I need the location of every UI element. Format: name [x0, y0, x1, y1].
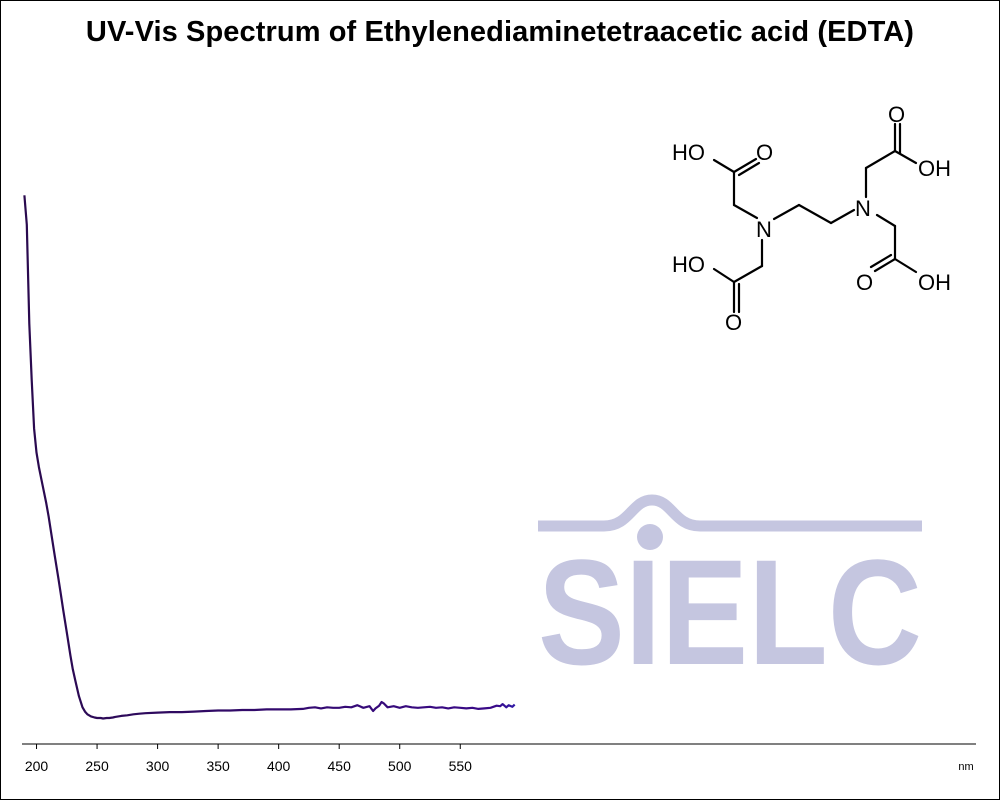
x-axis-unit-label: nm — [958, 761, 973, 773]
atom-oh-top-right: OH — [918, 156, 951, 181]
atom-n-left: N — [756, 217, 772, 242]
atom-oh-bottom-right: OH — [918, 270, 951, 295]
logo-text: SIELC — [538, 528, 922, 696]
chart-title: UV-Vis Spectrum of Ethylenediaminetetraa… — [85, 16, 915, 48]
x-tick-label-400: 400 — [267, 758, 291, 774]
sielc-logo: SIELC — [538, 494, 922, 696]
x-tick-label-350: 350 — [206, 758, 230, 774]
spectrum-line — [23, 195, 516, 720]
x-tick-label-550: 550 — [449, 758, 473, 774]
atom-n-right: N — [855, 196, 871, 221]
logo-i-dot — [637, 524, 663, 550]
atom-ho-bottom-left: HO — [672, 252, 705, 277]
molecule-atoms: HO O N HO O O OH N O OH — [672, 102, 951, 335]
x-tick-label-200: 200 — [25, 758, 49, 774]
atom-o-bottom-left: O — [725, 310, 742, 335]
molecule-structure — [712, 122, 918, 314]
x-tick-label-500: 500 — [388, 758, 412, 774]
x-tick-label-250: 250 — [85, 758, 109, 774]
x-tick-label-450: 450 — [328, 758, 352, 774]
atom-o-top-left: O — [756, 140, 773, 165]
atom-ho-top-left: HO — [672, 140, 705, 165]
atom-o-top-right: O — [888, 102, 905, 127]
x-tick-label-300: 300 — [146, 758, 170, 774]
x-axis-ticks: 200 250 300 350 400 450 500 550 — [25, 744, 472, 774]
atom-o-bottom-right: O — [856, 270, 873, 295]
logo-wave-line — [538, 494, 922, 532]
